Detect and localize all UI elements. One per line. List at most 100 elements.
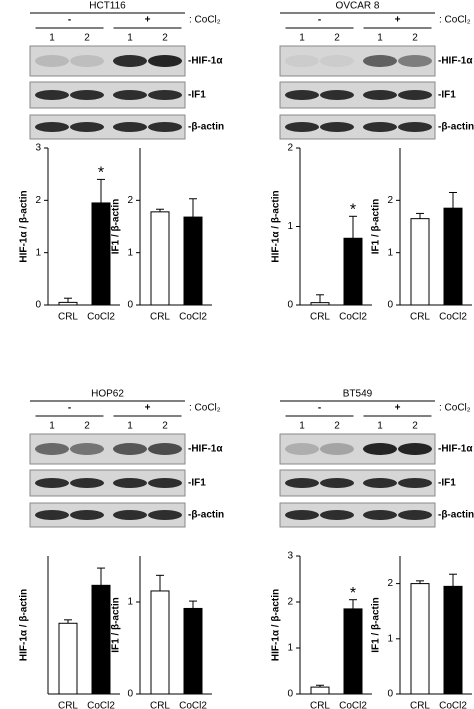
group-label: + [395, 15, 401, 26]
lane-label: 2 [334, 33, 340, 44]
band [70, 55, 104, 67]
band [113, 122, 147, 132]
band [285, 510, 319, 520]
y-tick-label: 2 [387, 578, 393, 589]
group-label: - [68, 403, 71, 414]
bar [58, 622, 78, 695]
band [320, 122, 354, 132]
band [363, 55, 397, 67]
y-tick-label: 0 [127, 689, 133, 700]
lane-label: 1 [299, 421, 305, 432]
y-axis-label: IF1 / β-actin [371, 199, 382, 255]
bar [183, 607, 203, 695]
lane-label: 1 [49, 33, 55, 44]
band [148, 55, 182, 67]
band [320, 478, 354, 488]
band [148, 122, 182, 132]
x-tick-label: CoCl2 [179, 312, 207, 323]
y-tick-label: 1 [127, 247, 133, 258]
band [35, 90, 69, 100]
y-tick-label: 3 [287, 551, 293, 562]
x-tick-label: CoCl2 [87, 701, 115, 709]
blot-title: HOP62 [91, 389, 124, 400]
band [35, 478, 69, 488]
y-axis-label: HIF-1α / β-actin [19, 190, 30, 262]
band [113, 478, 147, 488]
band [363, 478, 397, 488]
band [35, 510, 69, 520]
lane-label: 2 [412, 33, 418, 44]
band [285, 55, 319, 67]
band [398, 443, 432, 455]
blot-title: OVCAR 8 [336, 1, 380, 12]
band [35, 443, 69, 455]
x-tick-label: CRL [310, 312, 330, 323]
y-axis-label: HIF-1α / β-actin [271, 589, 282, 661]
band-label: -β-actin [438, 510, 474, 521]
y-tick-label: 2 [35, 195, 41, 206]
x-tick-label: CRL [150, 701, 170, 709]
blot [279, 45, 436, 77]
band [285, 122, 319, 132]
band [398, 510, 432, 520]
x-tick-label: CRL [58, 701, 78, 709]
y-tick-label: 0 [127, 300, 133, 311]
bar [91, 584, 111, 695]
x-tick-label: CoCl2 [339, 312, 367, 323]
x-tick-label: CRL [310, 701, 330, 709]
x-tick-label: CRL [410, 701, 430, 709]
band-label: -HIF-1α [188, 444, 223, 455]
band [285, 90, 319, 100]
band [35, 55, 69, 67]
bar [410, 218, 430, 306]
band [113, 443, 147, 455]
band [70, 510, 104, 520]
significance: * [350, 202, 356, 219]
reagent-label: : CoCl₂ [189, 403, 221, 414]
y-tick-label: 2 [387, 195, 393, 206]
reagent-label: : CoCl₂ [189, 15, 221, 26]
group-label: - [68, 15, 71, 26]
y-axis-label: HIF-1α / β-actin [19, 589, 30, 661]
bar [443, 585, 463, 695]
group-label: + [145, 15, 151, 26]
blot-title: HCT116 [89, 1, 126, 12]
band [363, 510, 397, 520]
lane-label: 1 [127, 33, 133, 44]
band-label: -HIF-1α [188, 56, 223, 67]
bar [183, 216, 203, 306]
lane-label: 2 [162, 421, 168, 432]
y-tick-label: 1 [127, 597, 133, 608]
band [363, 122, 397, 132]
y-tick-label: 1 [35, 247, 41, 258]
lane-label: 2 [334, 421, 340, 432]
band [113, 510, 147, 520]
band [113, 55, 147, 67]
y-axis-label: IF1 / β-actin [371, 597, 382, 653]
bar [443, 207, 463, 306]
x-tick-label: CoCl2 [87, 312, 115, 323]
band [363, 90, 397, 100]
band [320, 90, 354, 100]
band [148, 90, 182, 100]
band [398, 122, 432, 132]
reagent-label: : CoCl₂ [439, 403, 471, 414]
significance: * [98, 165, 104, 182]
x-tick-label: CRL [410, 312, 430, 323]
lane-label: 2 [84, 33, 90, 44]
band [320, 55, 354, 67]
band [398, 90, 432, 100]
band [285, 478, 319, 488]
y-tick-label: 1 [287, 643, 293, 654]
band-label: -IF1 [438, 90, 456, 101]
band [148, 443, 182, 455]
lane-label: 2 [84, 421, 90, 432]
y-tick-label: 0 [387, 300, 393, 311]
x-tick-label: CoCl2 [339, 701, 367, 709]
band [70, 90, 104, 100]
bar [150, 590, 170, 695]
group-label: + [395, 403, 401, 414]
band [285, 443, 319, 455]
x-tick-label: CoCl2 [439, 701, 467, 709]
x-tick-label: CRL [58, 312, 78, 323]
